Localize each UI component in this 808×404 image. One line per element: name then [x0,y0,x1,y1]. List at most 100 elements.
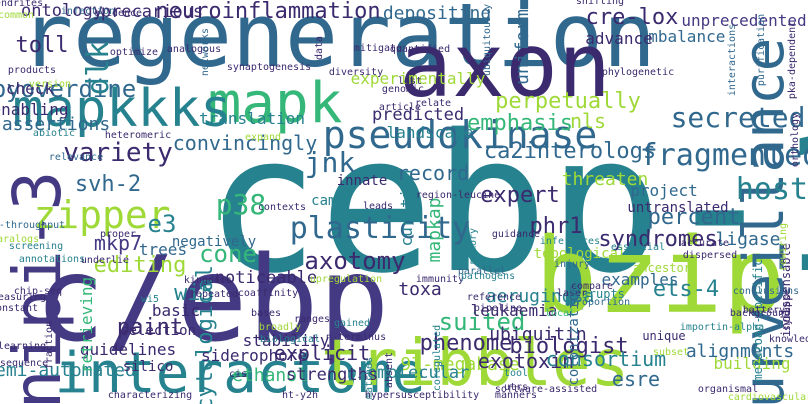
word-75: curation [397,169,416,246]
word-121: version [29,79,71,90]
word-47: paint [117,315,183,340]
word-105: laser [557,288,587,299]
word-43: cone [199,240,257,268]
word-69: landscape [387,123,474,142]
word-102: injury [554,259,590,270]
word-189: fraction [44,321,55,369]
word-28: perpetually [495,89,641,114]
word-112: metazoan-specific [751,259,765,382]
word-78: basic [152,301,200,320]
word-30: record [397,161,469,185]
word-137: interactions [727,24,738,96]
word-164: n-terminus [326,332,386,343]
word-89: threaten [562,169,649,190]
word-81: enabling [0,100,69,119]
word-174: battery [743,305,785,316]
word-68: predicted [372,105,464,125]
word-111: cardiovascular [728,392,808,403]
word-99: upregulation [310,274,382,285]
word-192: ht-y2h [282,390,318,401]
word-133: ubiquitously [482,4,493,76]
word-96: repeated [190,289,238,300]
word-130: lost [398,76,422,87]
word-143: heteromeric [105,130,171,141]
word-167: pathogens [461,271,515,282]
word-107: unique [642,329,685,343]
word-24: cre-lox [586,5,679,30]
word-5: interactome [55,341,426,404]
word-120: products [8,65,56,76]
word-20: pyoverdine [0,75,136,103]
word-93: leads [363,201,393,212]
word-0: cebp-1 [205,94,808,315]
word-104: disrupts [567,287,625,301]
word-88: unprecedented [681,11,806,30]
word-17: zipper [33,193,170,237]
word-177: synapse [782,289,793,331]
word-115: importin-alpha [680,322,764,333]
word-26: dlk [81,41,116,95]
word-124: analogous [167,44,221,55]
word-155: paralogs [0,234,39,245]
word-146: guidance [492,229,540,240]
word-101: ancestor [633,261,691,275]
word-118: common [0,10,34,21]
word-191: characterizing [108,390,192,401]
word-77: trees [139,240,187,259]
word-142: abiotic [33,128,75,139]
word-74: mapkap [424,197,445,262]
word-13: fragmented [640,138,808,173]
word-106: local [545,308,575,319]
word-95: selection [120,323,196,339]
word-193: hypersusceptibility [365,390,479,401]
word-85: uniform [512,9,533,85]
word-134: shifting [576,0,624,7]
word-72: alignments [686,341,794,362]
word-61: strengths [286,365,378,385]
word-127: diversity [329,67,383,78]
word-171: compare [571,281,613,292]
word-58: semi-automated [0,360,136,381]
word-129: quantified [390,44,450,55]
word-52: biologist [509,334,628,359]
word-57: esre [612,367,660,391]
word-76: innate [337,173,388,189]
word-22: precarious [101,2,203,22]
word-2: regeneration [20,0,656,87]
word-119: infection [61,6,115,17]
word-94: silico [123,359,174,375]
word-126: synaptogenesis [227,62,311,73]
word-131: genomic [382,84,424,95]
word-67: experimentally [351,69,486,88]
word-10: mapkkks [12,79,231,139]
word-54: exotoxin [478,349,574,373]
word-181: coregulated [432,325,443,391]
word-183: broadly [259,322,301,333]
word-125: networks [200,28,211,76]
word-151: orthology [790,113,801,167]
word-100: topological [534,246,627,262]
word-185: utrs [504,382,528,393]
word-108: subset [653,347,689,358]
word-135: phylogenetic [602,67,674,78]
word-145: region-leucine [416,190,500,201]
word-84: aeruginosa [486,286,594,307]
word-92: camp [311,193,345,209]
word-159: chip-seq [14,286,62,297]
word-166: memory [468,228,479,264]
word-15: host [736,172,808,207]
word-29: convincingly [173,131,318,155]
word-156: screening [9,241,63,252]
word-53: explicit [274,341,370,365]
word-49: suited [439,308,526,336]
word-113: indispensable [779,243,793,337]
word-8: nipi-3 [0,171,76,404]
word-128: mitigate [354,43,402,54]
word-97: kingdoms [184,275,232,286]
word-23: depositing [383,3,491,24]
word-38: axotomy [304,247,405,275]
word-144: expand [245,132,281,143]
word-4: bzip [535,215,785,337]
